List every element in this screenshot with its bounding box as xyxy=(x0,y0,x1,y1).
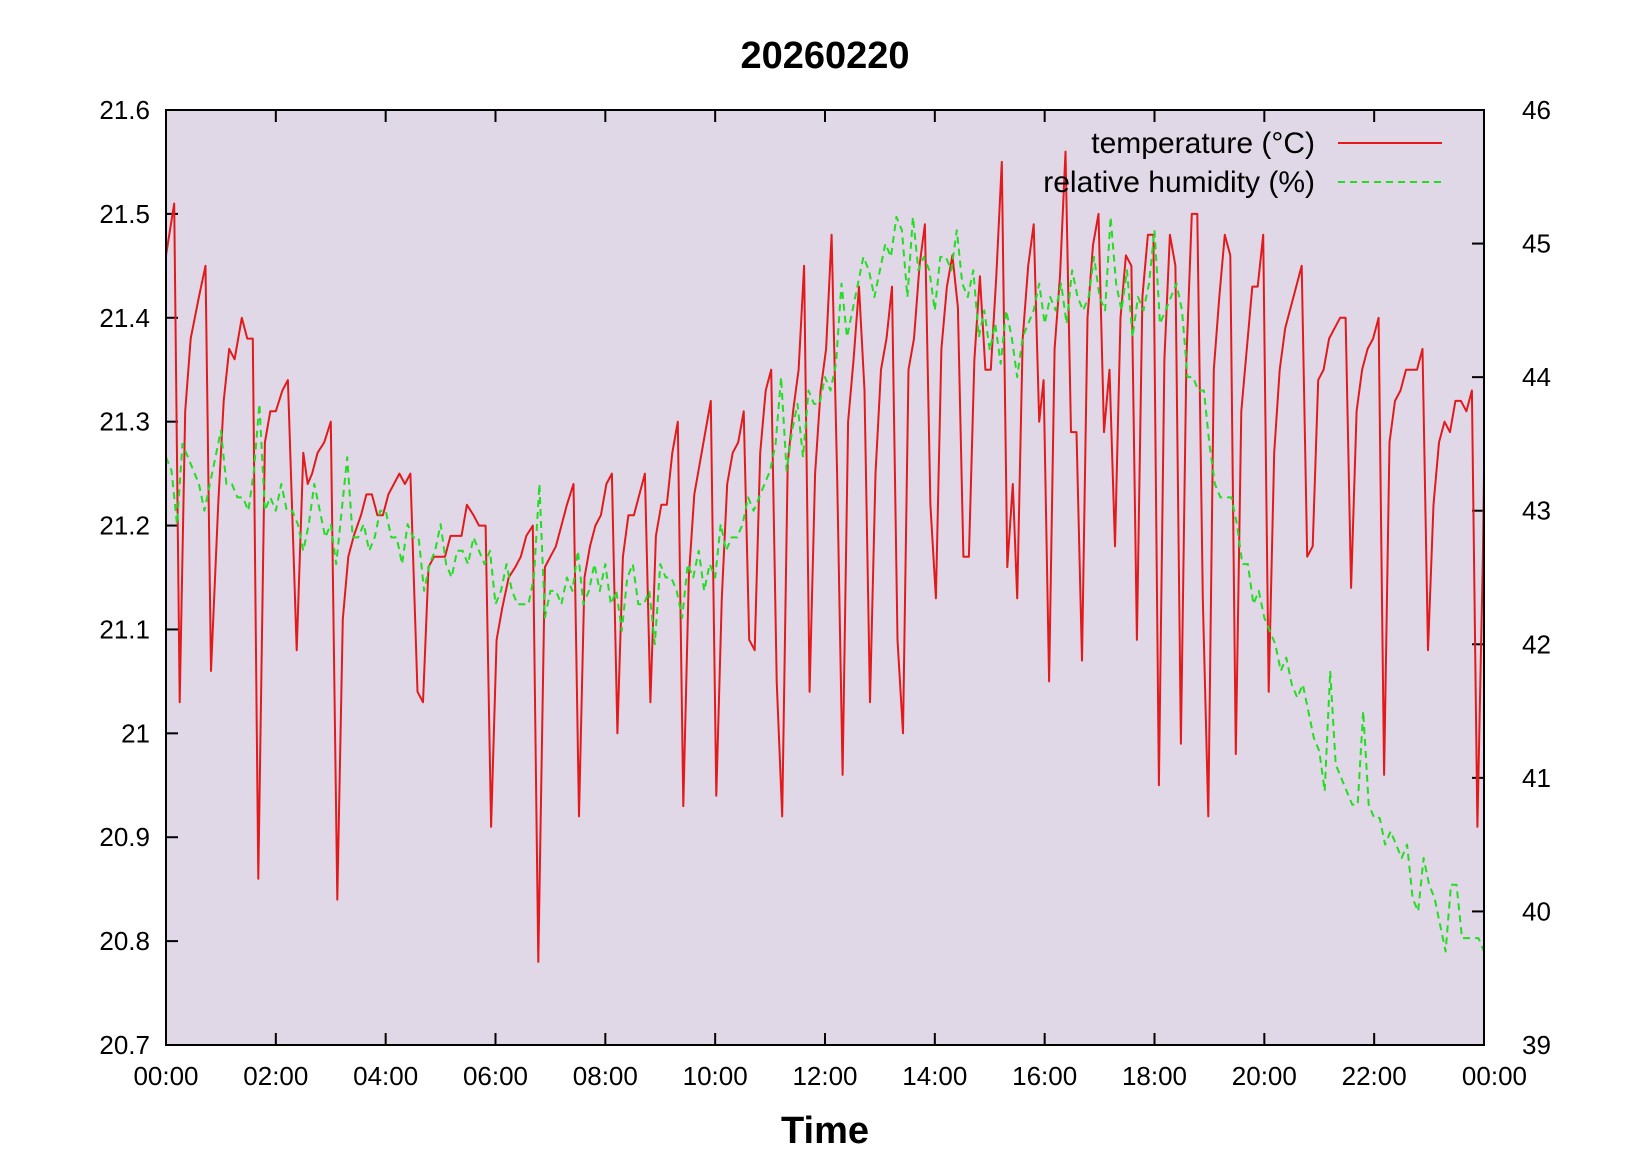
series-line-temperature xyxy=(165,150,1485,963)
x-tick-label: 00:00 xyxy=(1462,1061,1527,1091)
x-tick-label: 08:00 xyxy=(573,1061,638,1091)
x-axis-label: Time xyxy=(781,1110,869,1152)
legend-label-temperature: temperature (°C) xyxy=(1091,127,1315,160)
chart-title: 20260220 xyxy=(740,35,909,77)
y-tick-label: 21.2 xyxy=(99,511,150,541)
y2-tick-label: 42 xyxy=(1522,629,1551,659)
x-tick-label: 12:00 xyxy=(792,1061,857,1091)
y-tick-label: 20.8 xyxy=(99,926,150,956)
y2-tick-label: 43 xyxy=(1522,496,1551,526)
y-axis-right-labels: 39 40 41 42 43 44 45 46 xyxy=(1522,95,1551,1060)
x-tick-label: 10:00 xyxy=(683,1061,748,1091)
x-tick-label: 16:00 xyxy=(1012,1061,1077,1091)
y-axis-left-labels: 20.7 20.8 20.9 21 21.1 21.2 21.3 21.4 21.5 21.6 xyxy=(99,95,150,1060)
x-tick-label: 04:00 xyxy=(353,1061,418,1091)
plot-background xyxy=(166,110,1484,1045)
y-tick-label: 21 xyxy=(121,718,150,748)
y-tick-label: 20.9 xyxy=(99,822,150,852)
y-tick-label: 20.7 xyxy=(99,1030,150,1060)
y-tick-label: 21.1 xyxy=(99,614,150,644)
y2-tick-label: 44 xyxy=(1522,362,1551,392)
x-axis-labels: 00:00 02:00 04:00 06:00 08:00 10:00 12:00 14:00… xyxy=(133,1061,1527,1091)
y-tick-label: 21.6 xyxy=(99,95,150,125)
y-tick-label: 21.4 xyxy=(99,303,150,333)
y-tick-label: 21.3 xyxy=(99,407,150,437)
y2-tick-label: 45 xyxy=(1522,229,1551,259)
y2-tick-label: 39 xyxy=(1522,1030,1551,1060)
x-tick-label: 14:00 xyxy=(902,1061,967,1091)
legend: temperature (°C) relative humidity (%) xyxy=(1043,127,1442,199)
y2-tick-label: 41 xyxy=(1522,763,1551,793)
x-tick-label: 00:00 xyxy=(133,1061,198,1091)
x-tick-label: 22:00 xyxy=(1342,1061,1407,1091)
x-tick-label: 06:00 xyxy=(463,1061,528,1091)
y2-tick-label: 46 xyxy=(1522,95,1551,125)
legend-label-humidity: relative humidity (%) xyxy=(1043,166,1315,199)
series-line-humidity xyxy=(165,215,1485,953)
x-tick-label: 02:00 xyxy=(243,1061,308,1091)
y2-tick-label: 40 xyxy=(1522,896,1551,926)
series-lines xyxy=(165,150,1485,963)
plot-frame xyxy=(165,109,1485,1046)
y-tick-label: 21.5 xyxy=(99,199,150,229)
x-tick-label: 18:00 xyxy=(1122,1061,1187,1091)
x-tick-label: 20:00 xyxy=(1232,1061,1297,1091)
